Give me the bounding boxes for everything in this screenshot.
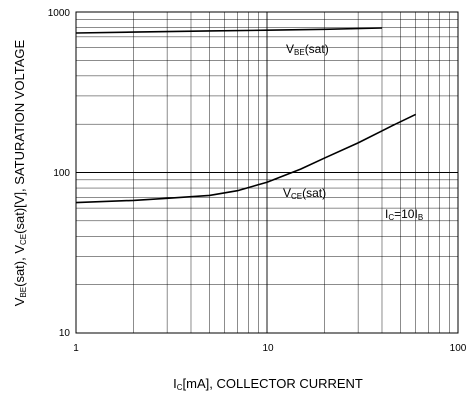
series-line-vce-sat (75, 113, 416, 204)
condition-annotation: IC=10IB (385, 207, 423, 222)
y-tick-label: 100 (53, 168, 70, 179)
y-tick-labels: 10 100 1000 (48, 8, 71, 339)
y-tick-label: 1000 (48, 8, 71, 19)
x-tick-label: 10 (262, 343, 274, 354)
series-line-vbe-sat (75, 27, 383, 34)
x-axis-title: IC[mA], COLLECTOR CURRENT (173, 376, 363, 392)
x-tick-label: 1 (73, 343, 79, 354)
series-label-vbe: VBE(sat) (286, 42, 329, 57)
grid-lines (76, 12, 458, 333)
series-lines (75, 27, 416, 204)
y-axis-title: VBE(sat), VCE(sat)[V], SATURATION VOLTAG… (12, 39, 28, 306)
x-tick-labels: 1 10 100 (73, 343, 467, 354)
plot-frame (75, 11, 459, 334)
x-tick-label: 100 (450, 343, 467, 354)
y-tick-label: 10 (59, 328, 71, 339)
series-label-vce: VCE(sat) (283, 186, 326, 201)
